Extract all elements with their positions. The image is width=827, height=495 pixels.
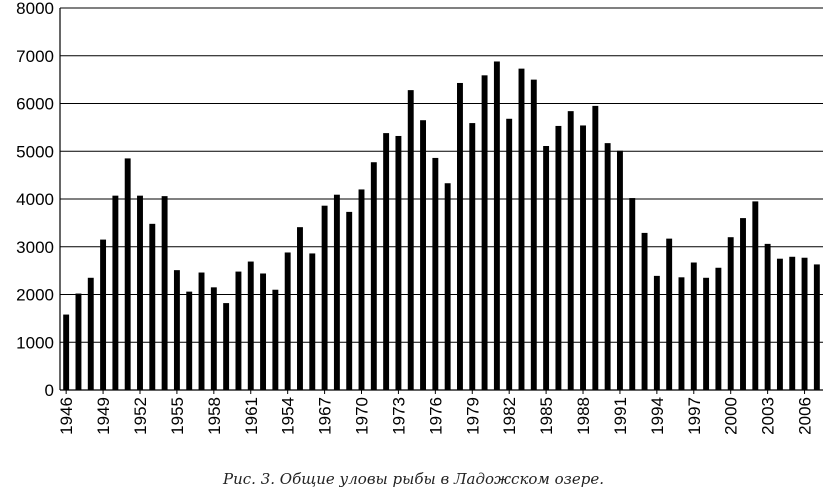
bars xyxy=(63,61,820,391)
y-tick-label: 5000 xyxy=(16,142,54,161)
x-tick-label: 1985 xyxy=(537,397,556,435)
bar-1995 xyxy=(666,238,673,390)
bar-1954 xyxy=(161,196,168,390)
bar-2002 xyxy=(752,201,759,390)
x-tick-label: 1958 xyxy=(205,397,224,435)
y-tick-label: 7000 xyxy=(16,47,54,66)
bar-1985 xyxy=(543,146,550,390)
bar-1947 xyxy=(75,293,82,390)
bar-1962 xyxy=(260,273,267,390)
bar-1968 xyxy=(333,194,340,390)
bar-1974 xyxy=(407,90,414,390)
bar-1973 xyxy=(395,135,402,390)
bar-1955 xyxy=(173,270,180,390)
y-tick-label: 2000 xyxy=(16,286,54,305)
x-tick-label: 1952 xyxy=(131,397,150,435)
y-tick-label: 4000 xyxy=(16,190,54,209)
bar-1994 xyxy=(653,275,660,390)
bar-1977 xyxy=(444,183,451,390)
y-tick-label: 8000 xyxy=(16,0,54,18)
bar-2000 xyxy=(727,237,734,390)
bar-1951 xyxy=(124,158,131,390)
x-tick-label: 1994 xyxy=(648,397,667,435)
y-tick-label: 6000 xyxy=(16,95,54,114)
bar-1965 xyxy=(297,227,303,390)
bar-2004 xyxy=(776,258,783,390)
bar-1966 xyxy=(309,253,316,390)
bar-1957 xyxy=(198,272,205,390)
bar-1967 xyxy=(321,205,328,390)
bar-1975 xyxy=(420,120,426,391)
bar-2007 xyxy=(813,264,820,390)
bar-1950 xyxy=(112,195,119,390)
x-tick-label: 1982 xyxy=(500,397,519,435)
bar-1982 xyxy=(506,118,513,390)
x-tick-label: 1988 xyxy=(574,397,593,435)
bar-1978 xyxy=(457,82,463,390)
y-tick-labels: 0 1000 2000 3000 4000 5000 6000 7000 8000 xyxy=(16,0,54,400)
x-tick-label: 1970 xyxy=(353,397,372,435)
bar-1984 xyxy=(530,79,537,391)
bar-1952 xyxy=(137,195,143,390)
bar-1989 xyxy=(592,105,599,390)
bar-1981 xyxy=(493,61,500,390)
bar-1971 xyxy=(370,162,377,390)
bar-1986 xyxy=(555,125,562,390)
bar-1996 xyxy=(678,277,685,390)
x-tick-label: 1961 xyxy=(242,397,261,435)
x-tick-label: 1976 xyxy=(426,397,445,435)
x-tick-label: 1955 xyxy=(168,397,187,435)
x-tick-labels: 1946 1949 1952 1955 1958 1961 1954 1967 1970 1973… xyxy=(57,390,815,435)
bar-1980 xyxy=(481,75,488,390)
x-tick-label: 2003 xyxy=(759,397,778,435)
x-tick-label: 1946 xyxy=(57,397,76,435)
bar-1993 xyxy=(641,232,648,390)
axes xyxy=(59,8,823,391)
bar-2001 xyxy=(740,218,746,390)
bar-1979 xyxy=(469,123,476,390)
x-tick-label: 1991 xyxy=(611,397,630,435)
bar-1970 xyxy=(358,189,365,390)
bar-1958 xyxy=(210,287,217,390)
x-tick-label: 2000 xyxy=(722,397,741,435)
x-tick-label: 1997 xyxy=(685,397,704,435)
bar-1976 xyxy=(432,157,439,390)
y-tick-label: 1000 xyxy=(16,333,54,352)
x-tick-label: 1979 xyxy=(463,397,482,435)
bar-1988 xyxy=(580,125,586,391)
bar-1948 xyxy=(87,277,94,390)
bar-1983 xyxy=(518,68,525,390)
bar-1999 xyxy=(715,267,722,390)
bar-1997 xyxy=(690,262,697,390)
bar-2005 xyxy=(789,256,796,390)
x-tick-label: 1967 xyxy=(316,397,335,435)
bar-2003 xyxy=(764,243,771,390)
bar-1963 xyxy=(272,289,279,390)
x-tick-label: 1973 xyxy=(389,397,408,435)
figure-caption: Рис. 3. Общие уловы рыбы в Ладожском озе… xyxy=(223,470,604,488)
x-tick-label: 1949 xyxy=(94,397,113,435)
bar-1991 xyxy=(616,150,623,390)
bar-1959 xyxy=(223,303,230,390)
bar-1998 xyxy=(703,277,710,390)
bar-1972 xyxy=(383,133,390,391)
x-tick-label: 1954 xyxy=(279,397,298,435)
bar-1949 xyxy=(100,239,107,390)
y-tick-label: 0 xyxy=(45,381,54,400)
bar-1992 xyxy=(629,198,636,390)
y-tick-label: 3000 xyxy=(16,238,54,257)
bar-1953 xyxy=(149,223,156,390)
bar-1961 xyxy=(247,261,254,390)
bar-1960 xyxy=(235,271,242,390)
bar-1946 xyxy=(63,314,70,390)
x-tick-label: 2006 xyxy=(796,397,815,435)
bar-1964 xyxy=(284,252,291,390)
bar-1969 xyxy=(346,211,353,390)
bar-1987 xyxy=(567,111,574,390)
bar-1956 xyxy=(186,291,193,390)
bar-2006 xyxy=(801,257,808,390)
bar-1990 xyxy=(604,143,611,390)
